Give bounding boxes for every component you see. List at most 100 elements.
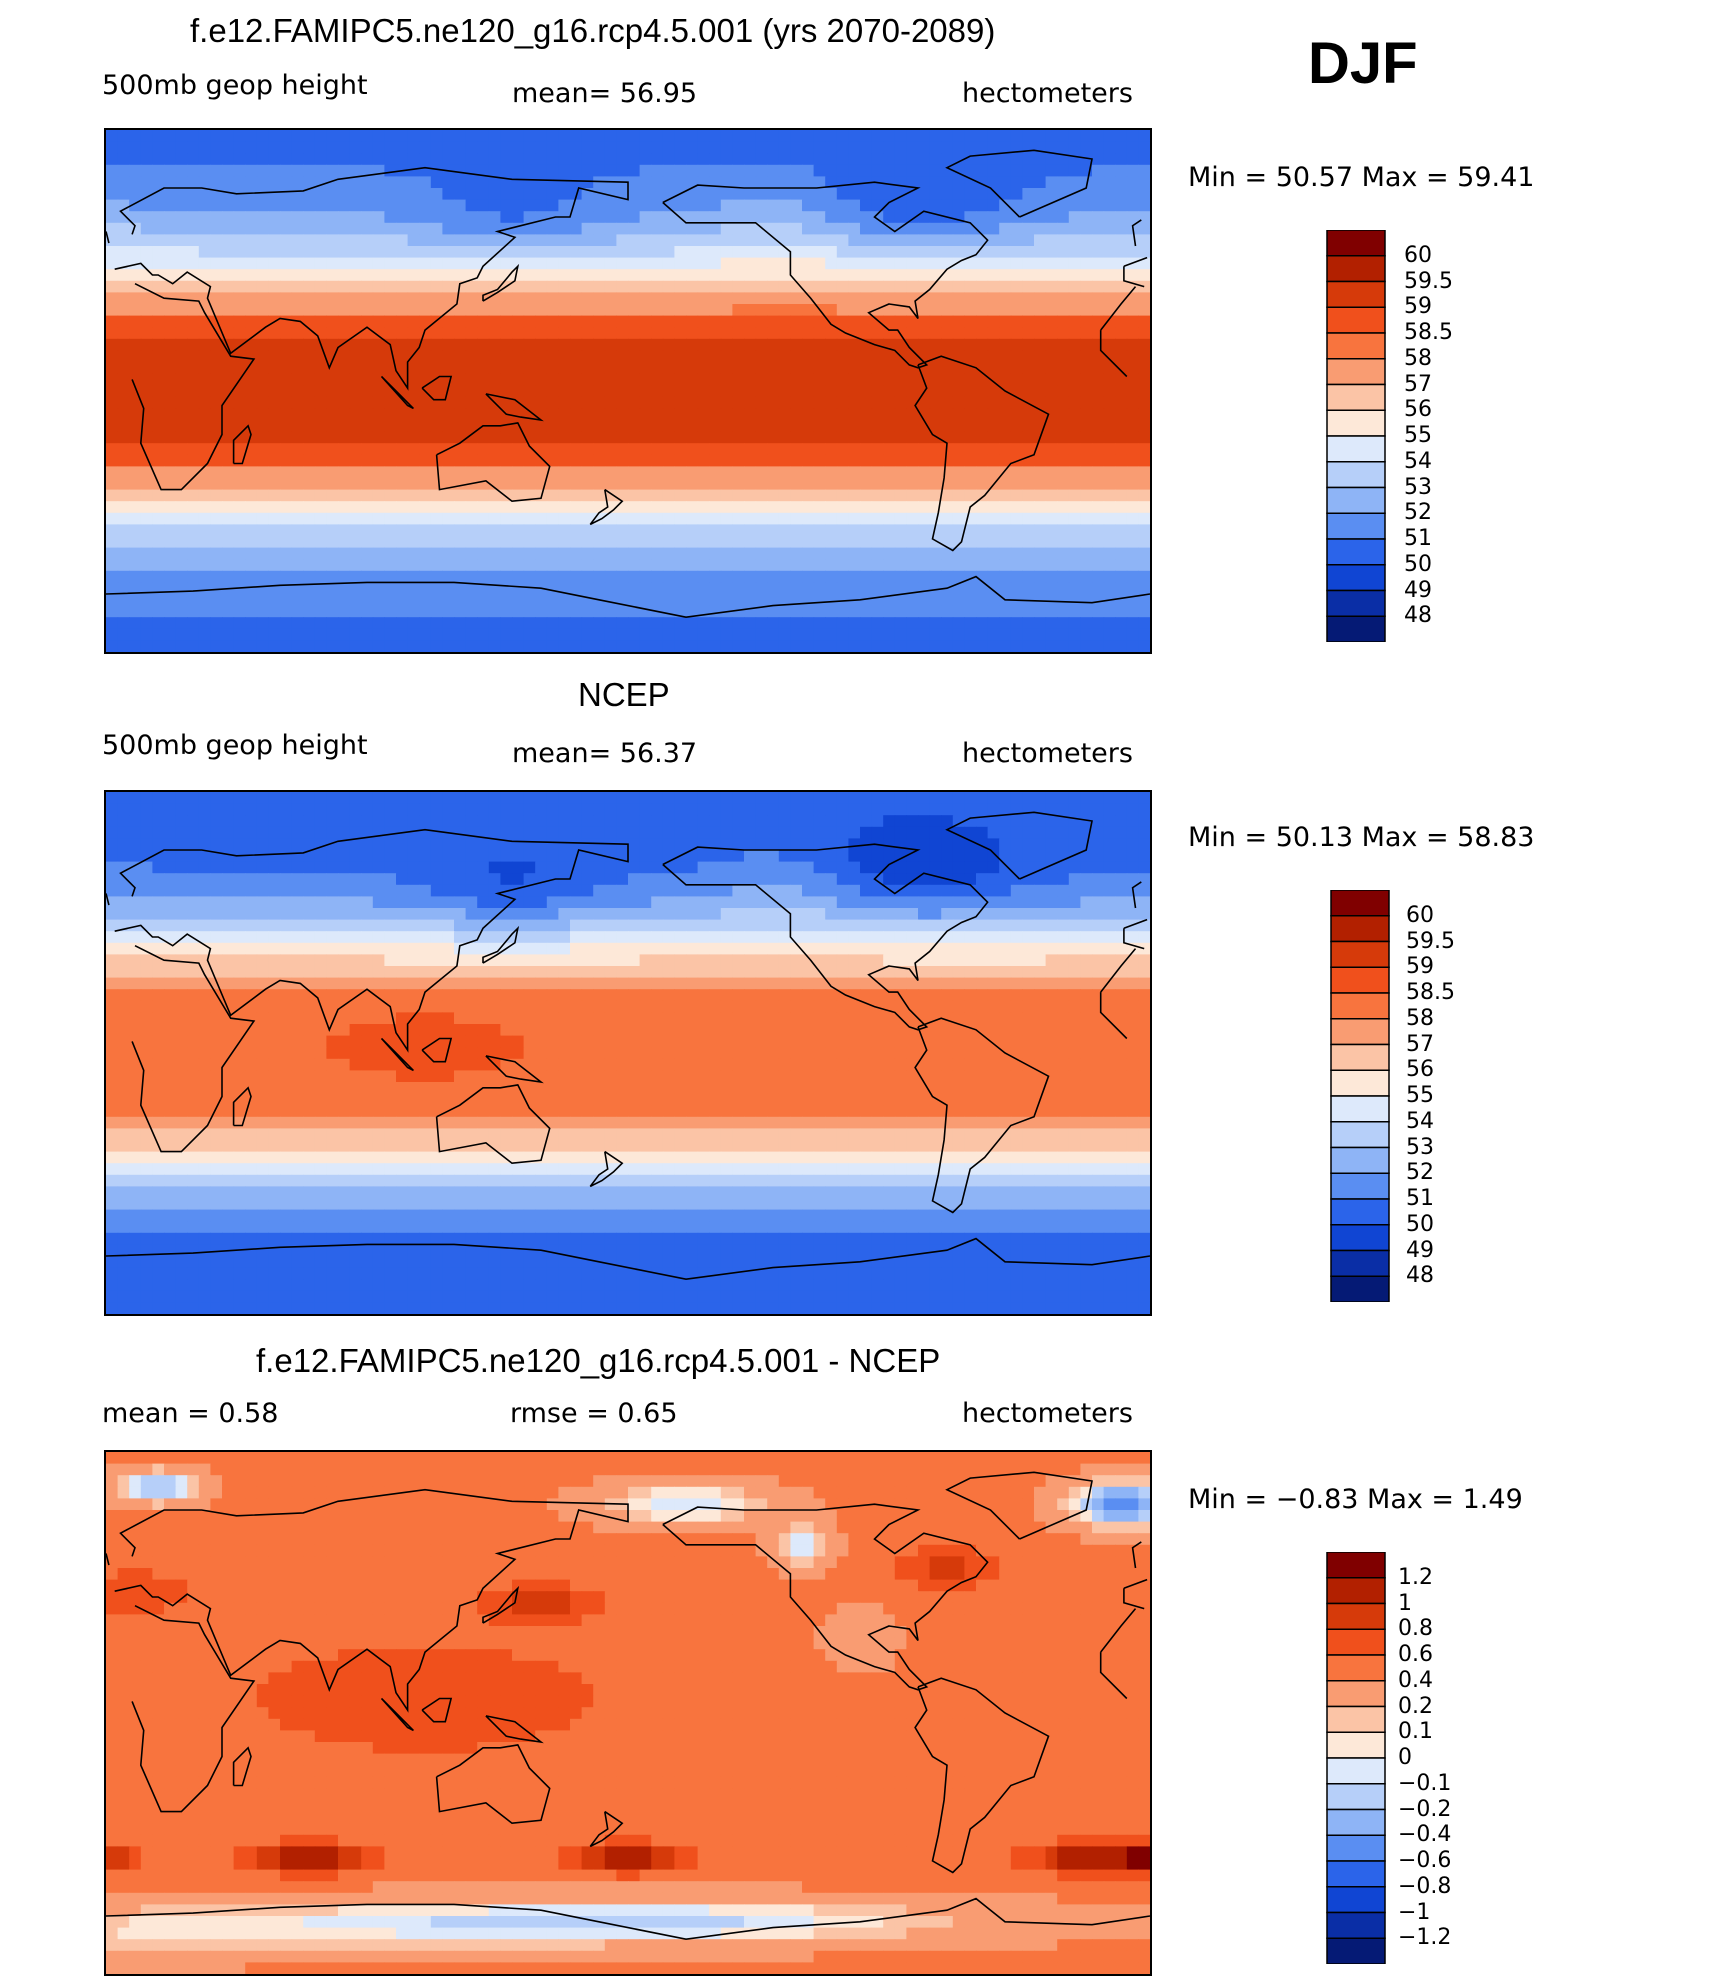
field-cell xyxy=(407,362,420,375)
field-cell xyxy=(140,850,153,863)
field-cell xyxy=(570,582,583,595)
field-cell xyxy=(964,280,977,293)
field-cell xyxy=(326,605,339,618)
field-cell xyxy=(454,141,467,154)
field-cell xyxy=(860,640,873,652)
field-cell xyxy=(836,605,849,618)
field-cell xyxy=(744,176,757,189)
field-cell xyxy=(894,130,907,143)
field-cell xyxy=(662,582,675,595)
field-cell xyxy=(929,489,942,502)
field-cell xyxy=(546,838,559,851)
field-cell xyxy=(349,362,362,375)
field-cell xyxy=(720,396,733,409)
field-cell xyxy=(198,594,211,607)
field-cell xyxy=(697,594,710,607)
field-cell xyxy=(303,896,316,909)
field-cell xyxy=(581,454,594,467)
field-cell xyxy=(848,338,861,351)
field-cell xyxy=(280,628,293,641)
field-cell xyxy=(558,640,571,652)
field-cell xyxy=(500,501,513,514)
field-cell xyxy=(628,269,641,282)
field-cell xyxy=(1115,884,1128,897)
field-cell xyxy=(686,280,699,293)
field-cell xyxy=(848,153,861,166)
field-cell xyxy=(1080,280,1093,293)
field-cell xyxy=(987,315,1000,328)
field-cell xyxy=(338,315,351,328)
field-cell xyxy=(233,269,246,282)
field-cell xyxy=(326,570,339,583)
field-cell xyxy=(407,628,420,641)
field-cell xyxy=(778,884,791,897)
field-cell xyxy=(976,315,989,328)
field-cell xyxy=(767,431,780,444)
field-cell xyxy=(999,188,1012,201)
field-cell xyxy=(813,792,826,805)
field-cell xyxy=(268,408,281,421)
field-cell xyxy=(140,362,153,375)
field-cell xyxy=(686,304,699,317)
field-cell xyxy=(616,292,629,305)
field-cell xyxy=(999,582,1012,595)
field-cell xyxy=(767,338,780,351)
field-cell xyxy=(396,861,409,874)
field-cell xyxy=(384,443,397,456)
field-cell xyxy=(268,141,281,154)
field-cell xyxy=(280,327,293,340)
field-cell xyxy=(593,559,606,572)
field-cell xyxy=(1115,164,1128,177)
field-cell xyxy=(570,826,583,839)
field-cell xyxy=(1068,234,1081,247)
field-cell xyxy=(686,512,699,525)
field-cell xyxy=(999,524,1012,537)
field-cell xyxy=(454,524,467,537)
field-cell xyxy=(802,327,815,340)
field-cell xyxy=(1022,478,1035,491)
field-cell xyxy=(860,350,873,363)
field-cell xyxy=(767,850,780,863)
field-cell xyxy=(407,222,420,235)
field-cell xyxy=(628,443,641,456)
field-cell xyxy=(929,396,942,409)
coastline xyxy=(131,282,256,491)
field-cell xyxy=(488,443,501,456)
field-cell xyxy=(210,559,223,572)
field-cell xyxy=(465,524,478,537)
field-cell xyxy=(790,861,803,874)
field-cell xyxy=(651,408,664,421)
field-cell xyxy=(164,396,177,409)
field-cell xyxy=(256,512,269,525)
field-cell xyxy=(291,292,304,305)
field-cell xyxy=(546,478,559,491)
field-cell xyxy=(860,199,873,212)
field-cell xyxy=(906,153,919,166)
field-cell xyxy=(164,605,177,618)
field-cell xyxy=(558,536,571,549)
field-cell xyxy=(999,815,1012,828)
field-cell xyxy=(871,280,884,293)
field-cell xyxy=(929,478,942,491)
field-cell xyxy=(593,199,606,212)
field-cell xyxy=(1010,559,1023,572)
field-cell xyxy=(233,292,246,305)
field-cell xyxy=(488,559,501,572)
field-cell xyxy=(419,362,432,375)
field-cell xyxy=(964,269,977,282)
field-cell xyxy=(1045,199,1058,212)
field-cell xyxy=(848,246,861,259)
field-cell xyxy=(164,826,177,839)
field-cell xyxy=(720,826,733,839)
field-cell xyxy=(303,582,316,595)
field-cell xyxy=(976,884,989,897)
field-cell xyxy=(175,222,188,235)
field-cell xyxy=(767,838,780,851)
field-cell xyxy=(1103,188,1116,201)
field-cell xyxy=(1010,373,1023,386)
field-cell xyxy=(349,896,362,909)
field-cell xyxy=(755,188,768,201)
field-cell xyxy=(175,873,188,886)
field-cell xyxy=(709,640,722,652)
field-cell xyxy=(164,385,177,398)
